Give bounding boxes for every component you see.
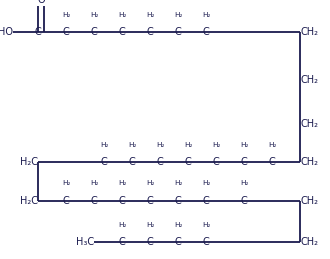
Text: C: C	[147, 27, 153, 37]
Text: H₂: H₂	[156, 142, 164, 148]
Text: C: C	[241, 157, 248, 167]
Text: C: C	[269, 157, 276, 167]
Text: H₂: H₂	[202, 12, 211, 18]
Text: CH₂: CH₂	[300, 157, 318, 167]
Text: H₂: H₂	[62, 12, 70, 18]
Text: H₂: H₂	[100, 142, 108, 148]
Text: H₂C: H₂C	[20, 196, 38, 206]
Text: H₂: H₂	[146, 181, 154, 186]
Text: H₂: H₂	[174, 222, 182, 228]
Text: C: C	[91, 196, 97, 206]
Text: H₂: H₂	[174, 181, 182, 186]
Text: H₂: H₂	[146, 12, 154, 18]
Text: C: C	[175, 196, 182, 206]
Text: C: C	[119, 27, 125, 37]
Text: C: C	[63, 196, 69, 206]
Text: H₂: H₂	[90, 181, 98, 186]
Text: H₂: H₂	[118, 12, 126, 18]
Text: C: C	[35, 27, 41, 37]
Text: H₂: H₂	[202, 181, 211, 186]
Text: C: C	[203, 27, 210, 37]
Text: H₂: H₂	[118, 181, 126, 186]
Text: C: C	[185, 157, 191, 167]
Text: C: C	[101, 157, 107, 167]
Text: C: C	[203, 237, 210, 247]
Text: H₂: H₂	[184, 142, 192, 148]
Text: H₂: H₂	[62, 181, 70, 186]
Text: H₂: H₂	[128, 142, 136, 148]
Text: H₂: H₂	[240, 181, 248, 186]
Text: H₂: H₂	[118, 222, 126, 228]
Text: CH₂: CH₂	[300, 237, 318, 247]
Text: C: C	[213, 157, 219, 167]
Text: C: C	[175, 27, 182, 37]
Text: C: C	[241, 196, 248, 206]
Text: H₂: H₂	[212, 142, 220, 148]
Text: C: C	[91, 27, 97, 37]
Text: CH₂: CH₂	[300, 196, 318, 206]
Text: C: C	[147, 196, 153, 206]
Text: H₂C: H₂C	[20, 157, 38, 167]
Text: H₂: H₂	[146, 222, 154, 228]
Text: C: C	[157, 157, 163, 167]
Text: H₂: H₂	[202, 222, 211, 228]
Text: CH₂: CH₂	[300, 27, 318, 37]
Text: H₂: H₂	[268, 142, 277, 148]
Text: H₂: H₂	[174, 12, 182, 18]
Text: C: C	[63, 27, 69, 37]
Text: H₂: H₂	[240, 142, 248, 148]
Text: CH₂: CH₂	[300, 119, 318, 129]
Text: HO: HO	[0, 27, 13, 37]
Text: C: C	[175, 237, 182, 247]
Text: O: O	[37, 0, 45, 5]
Text: H₃C: H₃C	[76, 237, 94, 247]
Text: C: C	[203, 196, 210, 206]
Text: C: C	[129, 157, 135, 167]
Text: H₂: H₂	[90, 12, 98, 18]
Text: C: C	[147, 237, 153, 247]
Text: C: C	[119, 237, 125, 247]
Text: C: C	[119, 196, 125, 206]
Text: CH₂: CH₂	[300, 75, 318, 85]
